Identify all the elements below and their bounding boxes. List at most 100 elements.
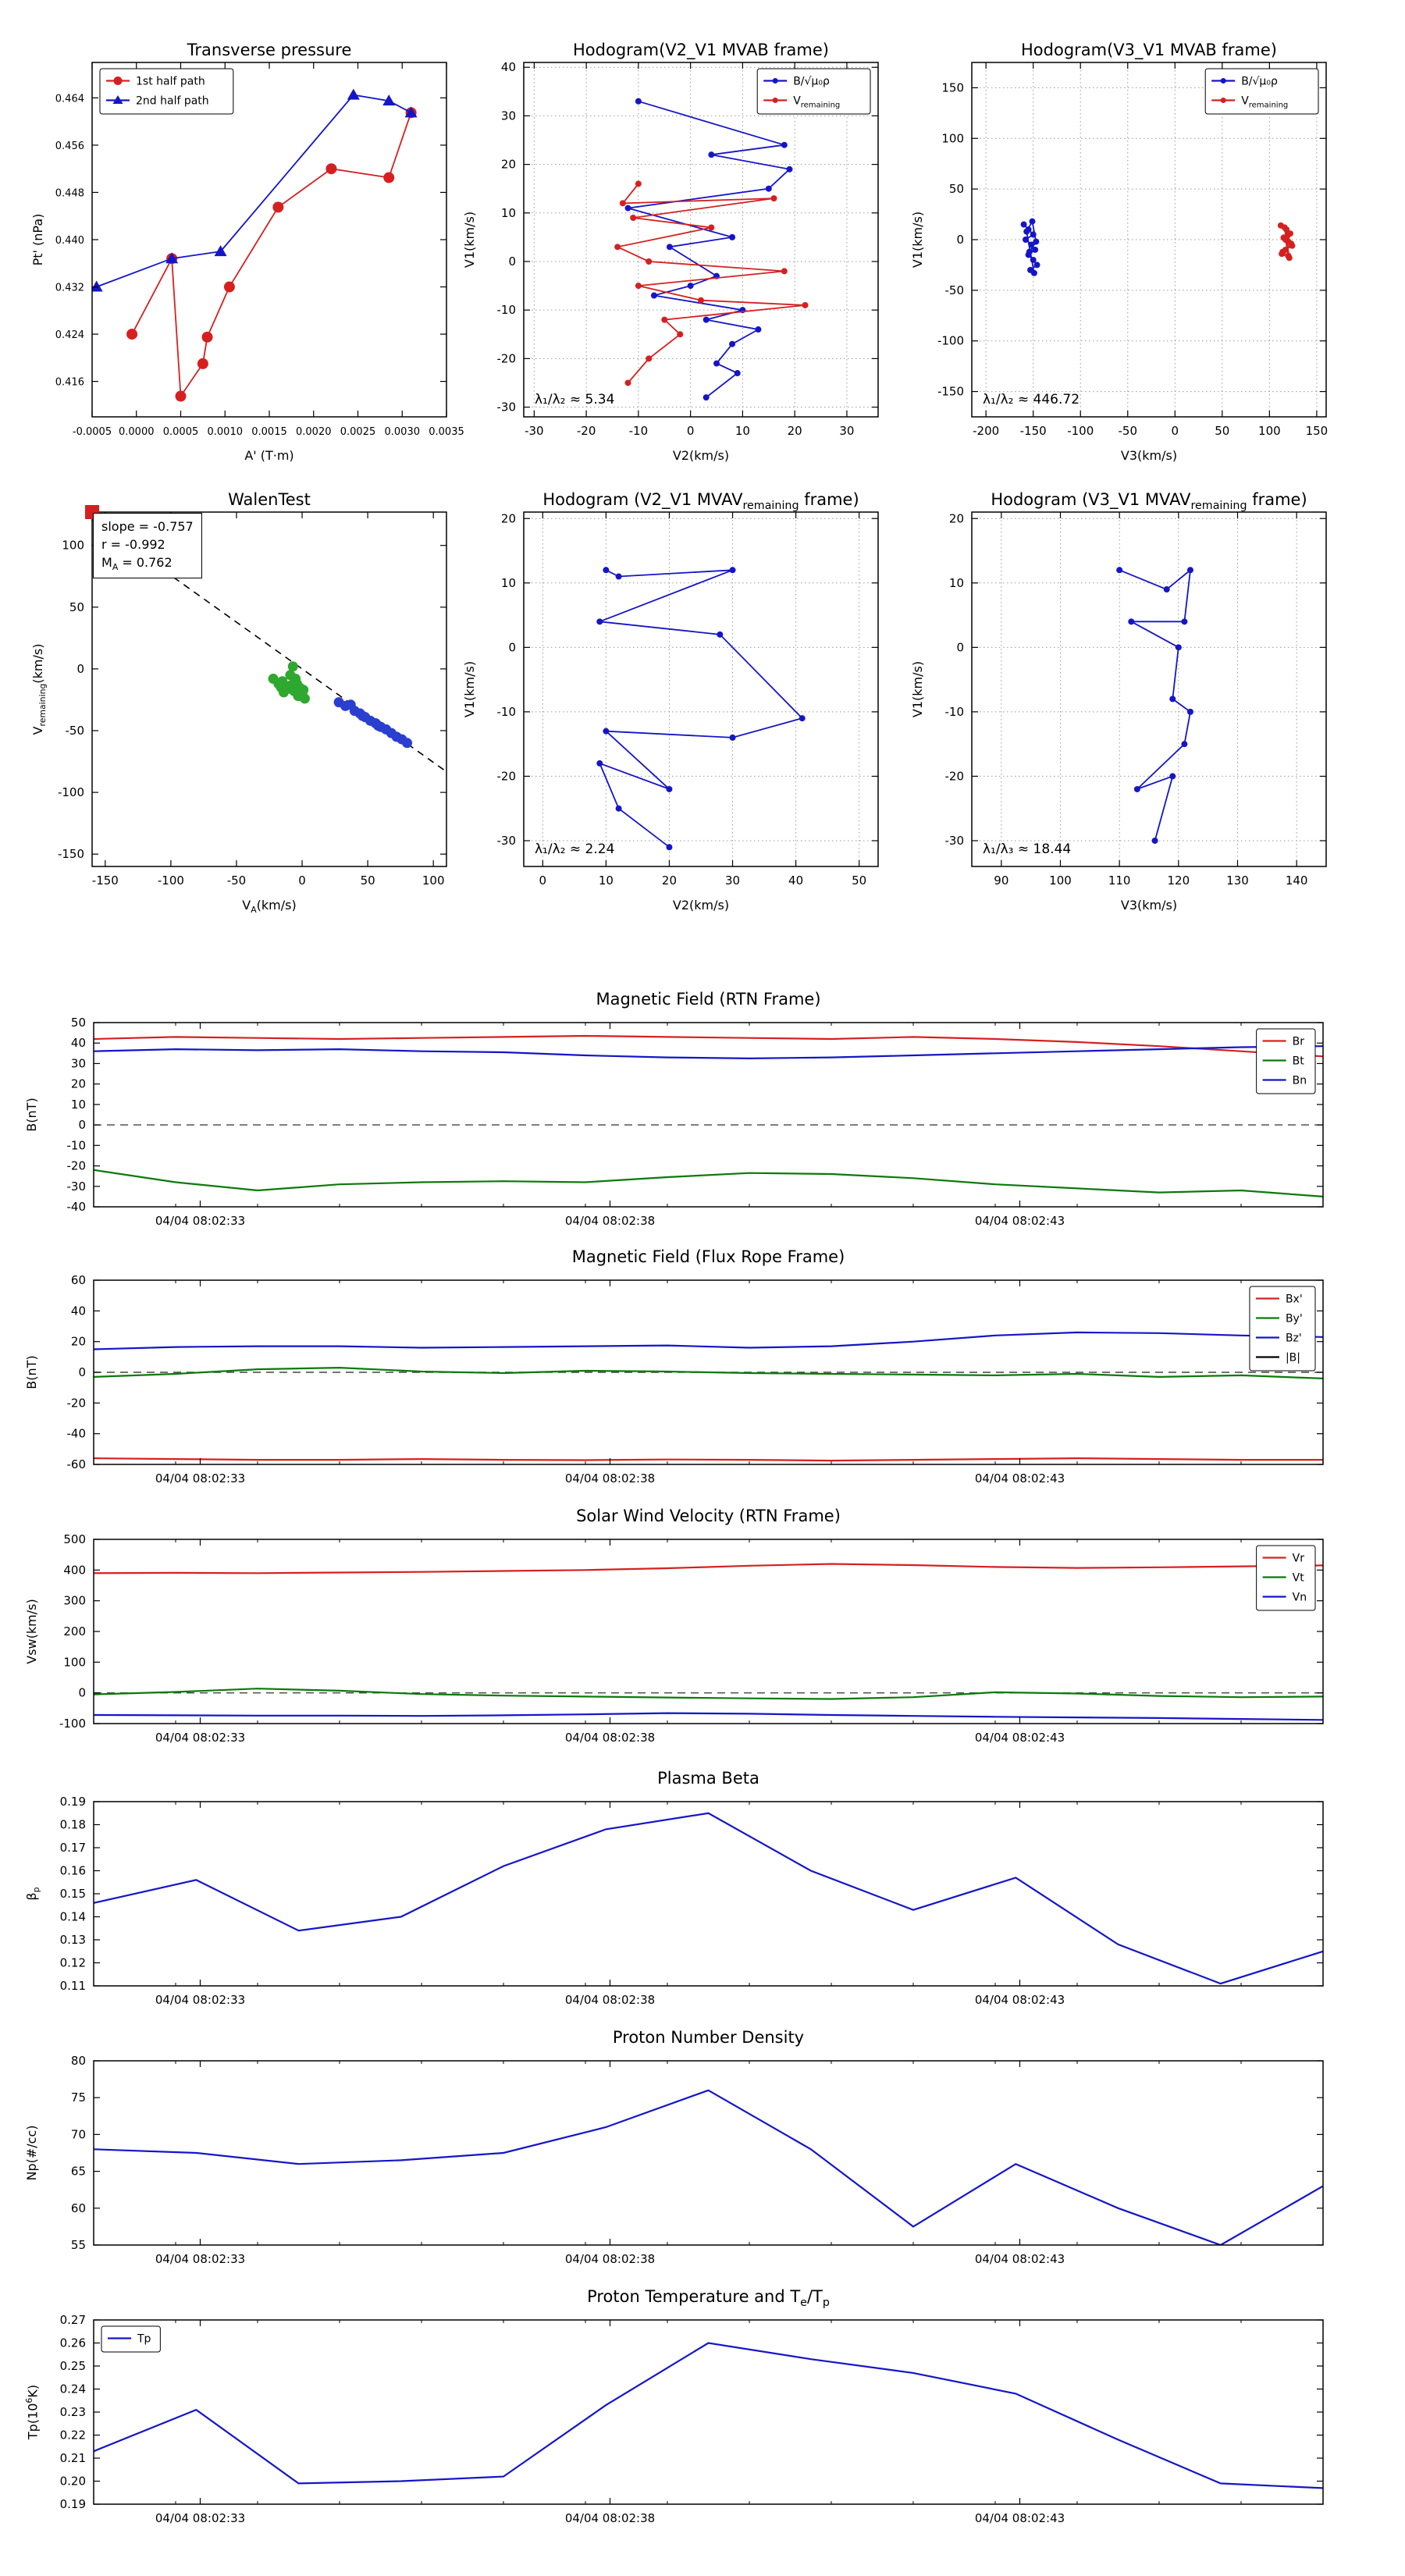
svg-text:130: 130: [1226, 873, 1249, 888]
panel-proton-density: 04/04 08:02:33 04/04 08:02:38 04/04 08:02:…: [23, 2006, 1382, 2272]
svg-text:50: 50: [361, 873, 375, 888]
svg-text:04/04 08:02:38: 04/04 08:02:38: [565, 2252, 655, 2266]
panel-hodogram-v2v1-mvav-svg: 0 10 20 30 40 50 -30 -20 -10 0 10 20: [497, 511, 879, 888]
svg-text:By': By': [1286, 1313, 1303, 1325]
svg-text:-30: -30: [525, 424, 544, 438]
svg-text:-50: -50: [1119, 424, 1138, 438]
svg-text:40: 40: [71, 1036, 86, 1050]
panel-plasma-beta-svg: 04/04 08:02:33 04/04 08:02:38 04/04 08:02:…: [60, 1795, 1324, 2007]
svg-text:0: 0: [956, 233, 964, 247]
svg-text:0.12: 0.12: [60, 1956, 86, 1970]
svg-text:40: 40: [71, 1304, 86, 1318]
svg-text:0.0030: 0.0030: [385, 426, 421, 438]
chart-title: Magnetic Field (Flux Rope Frame): [571, 1247, 845, 1266]
panel-plasma-beta: 04/04 08:02:33 04/04 08:02:38 04/04 08:02:…: [23, 1747, 1382, 2012]
svg-text:04/04 08:02:33: 04/04 08:02:33: [155, 2252, 245, 2266]
svg-text:0.11: 0.11: [60, 1979, 86, 1993]
svg-text:Bt: Bt: [1293, 1055, 1305, 1068]
svg-text:-50: -50: [66, 724, 85, 738]
svg-text:04/04 08:02:38: 04/04 08:02:38: [565, 2511, 655, 2525]
svg-text:0.24: 0.24: [60, 2382, 86, 2396]
svg-text:04/04 08:02:33: 04/04 08:02:33: [155, 1214, 245, 1228]
svg-text:Bz': Bz': [1286, 1332, 1302, 1345]
panel-proton-density-svg: 04/04 08:02:33 04/04 08:02:38 04/04 08:02:…: [71, 2054, 1324, 2266]
svg-text:04/04 08:02:43: 04/04 08:02:43: [975, 1214, 1065, 1228]
x-axis-label: V2(km/s): [672, 898, 730, 913]
panel-walen-test: -150 -100 -50 0 50 100 -150 -100 -50 0 50 100 Walen…: [23, 473, 468, 926]
svg-text:Br: Br: [1293, 1036, 1305, 1048]
chart-title: Hodogram(V3_V1 MVAB frame): [1021, 41, 1277, 59]
walen-fit-stats: slope = -0.757 r = -0.992 MA = 0.762: [93, 513, 202, 579]
y-axis-label: Vremaining(km/s): [30, 643, 48, 735]
svg-text:-40: -40: [67, 1200, 87, 1214]
svg-text:500: 500: [63, 1532, 86, 1546]
svg-text:0.456: 0.456: [55, 141, 84, 152]
svg-text:0.13: 0.13: [60, 1933, 86, 1947]
svg-text:-10: -10: [497, 303, 517, 317]
svg-text:0: 0: [508, 254, 516, 269]
svg-text:30: 30: [501, 109, 516, 123]
svg-text:55: 55: [71, 2238, 86, 2252]
svg-text:-20: -20: [497, 769, 517, 783]
svg-text:-10: -10: [67, 1138, 87, 1152]
svg-text:0: 0: [78, 1118, 86, 1132]
y-axis-label: Tp(106K): [24, 2384, 41, 2440]
svg-text:-50: -50: [945, 283, 965, 297]
svg-text:-100: -100: [58, 785, 84, 799]
chart-title: WalenTest: [228, 490, 311, 509]
svg-text:20: 20: [501, 158, 516, 172]
chart-title: Magnetic Field (RTN Frame): [596, 990, 821, 1009]
svg-text:50: 50: [1215, 424, 1229, 438]
svg-text:0.0000: 0.0000: [119, 426, 155, 438]
panel-proton-temperature-svg: 04/04 08:02:33 04/04 08:02:38 04/04 08:02:…: [60, 2313, 1324, 2525]
svg-text:-10: -10: [945, 705, 965, 719]
svg-text:-20: -20: [945, 769, 965, 783]
svg-text:140: 140: [1286, 873, 1308, 888]
svg-text:400: 400: [63, 1563, 86, 1577]
svg-text:120: 120: [1168, 873, 1190, 888]
svg-text:20: 20: [71, 1077, 86, 1091]
svg-text:-60: -60: [67, 1457, 87, 1471]
panel-hodogram-v3v1-mvab-svg: -200 -150 -100 -50 0 50 100 150 -150 -100 -50 0 50 10…: [937, 62, 1328, 438]
x-axis-label: V3(km/s): [1120, 448, 1178, 463]
svg-text:Tp: Tp: [137, 2333, 151, 2346]
svg-text:0.27: 0.27: [60, 2313, 86, 2327]
svg-text:-10: -10: [497, 705, 517, 719]
eigenvalue-ratio-annotation: λ₁/λ₂ ≈ 2.24: [535, 841, 615, 857]
svg-text:0.20: 0.20: [60, 2475, 86, 2489]
svg-text:-30: -30: [67, 1179, 87, 1194]
svg-text:-150: -150: [937, 385, 964, 399]
svg-text:10: 10: [501, 206, 516, 220]
stat-correlation: r = -0.992: [101, 537, 165, 553]
svg-text:-30: -30: [945, 834, 965, 848]
y-axis-label: V1(km/s): [910, 660, 925, 718]
svg-text:0.23: 0.23: [60, 2405, 86, 2419]
svg-text:0: 0: [298, 873, 306, 888]
svg-text:0.416: 0.416: [55, 377, 84, 389]
svg-text:90: 90: [994, 873, 1008, 888]
chart-title: Transverse pressure: [187, 41, 352, 59]
panel-b-rtn-svg: 04/04 08:02:33 04/04 08:02:38 04/04 08:02:…: [67, 1016, 1324, 1228]
svg-text:20: 20: [71, 1335, 86, 1349]
svg-text:0.432: 0.432: [55, 283, 84, 294]
panel-vsw-rtn: 04/04 08:02:33 04/04 08:02:38 04/04 08:02:…: [23, 1485, 1382, 1750]
svg-text:0.19: 0.19: [60, 2497, 86, 2511]
svg-text:04/04 08:02:38: 04/04 08:02:38: [565, 1993, 655, 2007]
panel-hodogram-v2v1-mvab: -30 -20 -10 0 10 20 30 -30 -20 -10 0 10 20 30 40 B/√μ₀ρ…: [455, 23, 900, 476]
svg-text:0.0015: 0.0015: [251, 426, 287, 438]
stat-alfven-mach: MA = 0.762: [101, 555, 173, 573]
svg-text:0.440: 0.440: [55, 235, 84, 247]
svg-text:70: 70: [71, 2127, 86, 2141]
svg-text:50: 50: [71, 1016, 86, 1030]
y-axis-label: V1(km/s): [462, 211, 477, 269]
y-axis-label: V1(km/s): [462, 660, 477, 718]
svg-text:1st half path: 1st half path: [136, 76, 205, 88]
eigenvalue-ratio-annotation: λ₁/λ₃ ≈ 18.44: [983, 841, 1072, 857]
svg-text:Vr: Vr: [1293, 1553, 1305, 1565]
panel-hodogram-v3v1-mvab: -200 -150 -100 -50 0 50 100 150 -150 -100 -50 0 50 10…: [903, 23, 1348, 476]
svg-text:-150: -150: [92, 873, 119, 888]
svg-text:0.14: 0.14: [60, 1910, 86, 1924]
svg-text:0: 0: [539, 873, 547, 888]
svg-text:10: 10: [949, 576, 964, 590]
svg-text:20: 20: [949, 511, 964, 525]
